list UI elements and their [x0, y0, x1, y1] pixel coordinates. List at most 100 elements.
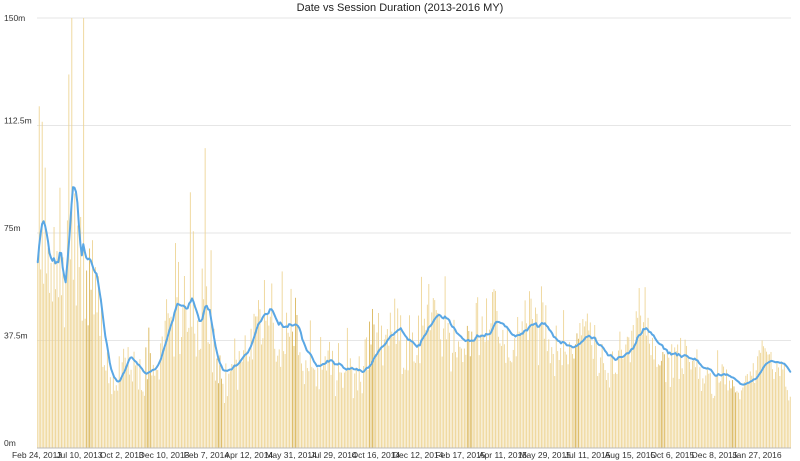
bar: [552, 353, 554, 448]
bar: [309, 320, 311, 448]
bar: [315, 386, 317, 448]
bar: [293, 345, 295, 448]
bar: [440, 339, 442, 448]
bar: [554, 376, 556, 448]
chart-title: Date vs Session Duration (2013-2016 MY): [296, 2, 504, 14]
bar: [148, 327, 150, 448]
bar: [456, 357, 458, 448]
bar: [258, 300, 259, 448]
bar: [172, 319, 173, 448]
bar: [558, 359, 560, 448]
bar: [699, 367, 701, 448]
bar: [388, 345, 390, 448]
bar: [249, 356, 250, 448]
bar: [135, 365, 136, 448]
bar: [700, 390, 702, 448]
bar: [740, 390, 742, 448]
bar: [758, 350, 760, 448]
bar: [511, 362, 513, 448]
x-tick-label: Oct 2, 2013: [100, 450, 144, 460]
bar: [290, 288, 292, 448]
bar: [495, 290, 496, 448]
bar: [546, 351, 548, 448]
bar: [576, 333, 578, 448]
bar: [386, 329, 388, 448]
bar: [117, 390, 119, 448]
bar: [669, 386, 671, 448]
line-layer: [36, 186, 792, 386]
bar: [321, 369, 323, 448]
bar: [218, 383, 219, 448]
bar: [578, 338, 579, 448]
bar: [663, 354, 665, 448]
bar: [785, 386, 787, 448]
bar: [303, 384, 305, 448]
bar: [767, 354, 769, 448]
bar: [412, 332, 413, 448]
bar: [653, 359, 655, 448]
bar: [647, 317, 649, 448]
bar: [469, 356, 471, 448]
x-tick-label: Jul 11, 2015: [565, 450, 611, 460]
bar: [96, 312, 98, 448]
bar: [726, 369, 727, 448]
bar: [760, 352, 762, 448]
bar: [127, 347, 129, 448]
bar: [50, 262, 52, 448]
bar: [407, 370, 409, 448]
bar: [703, 383, 705, 448]
bar: [207, 342, 209, 448]
bar: [509, 360, 511, 448]
bar: [595, 337, 597, 448]
bar: [517, 316, 519, 448]
bar: [312, 368, 314, 448]
bar: [375, 353, 376, 448]
bar: [545, 305, 547, 448]
bar: [269, 316, 271, 448]
bar: [280, 366, 282, 448]
bar: [335, 396, 336, 448]
bar: [613, 374, 615, 448]
bar: [532, 319, 533, 448]
bar: [757, 356, 759, 448]
bar: [693, 359, 695, 448]
bar: [543, 338, 545, 448]
bar: [745, 375, 747, 448]
x-tick-label: Feb 17, 2015: [435, 450, 485, 460]
bar: [404, 369, 406, 448]
bar: [246, 351, 248, 448]
bar: [338, 343, 339, 448]
bar: [339, 372, 341, 448]
bar: [551, 347, 553, 448]
bar: [561, 365, 563, 448]
bar: [191, 326, 193, 448]
bar: [773, 378, 775, 448]
bar: [591, 345, 593, 448]
bar: [583, 326, 585, 448]
bar: [151, 375, 153, 448]
bar: [788, 400, 790, 448]
bar: [284, 353, 286, 448]
bar: [582, 319, 584, 448]
bar: [243, 350, 245, 448]
bar: [634, 343, 636, 448]
bar: [385, 334, 387, 448]
bar: [474, 337, 476, 448]
bar: [443, 328, 445, 448]
bar: [637, 317, 639, 448]
bar: [329, 341, 330, 448]
bar: [213, 328, 215, 448]
bar: [203, 299, 205, 448]
bar: [529, 291, 530, 448]
bar: [98, 276, 99, 448]
bar: [93, 314, 95, 448]
bar: [763, 346, 765, 448]
bar: [737, 392, 739, 448]
bar: [490, 323, 492, 448]
bar: [524, 300, 526, 448]
bar: [729, 380, 730, 448]
bar: [89, 248, 91, 448]
bar: [114, 390, 116, 448]
x-tick-label: Feb 7, 2014: [184, 450, 230, 460]
